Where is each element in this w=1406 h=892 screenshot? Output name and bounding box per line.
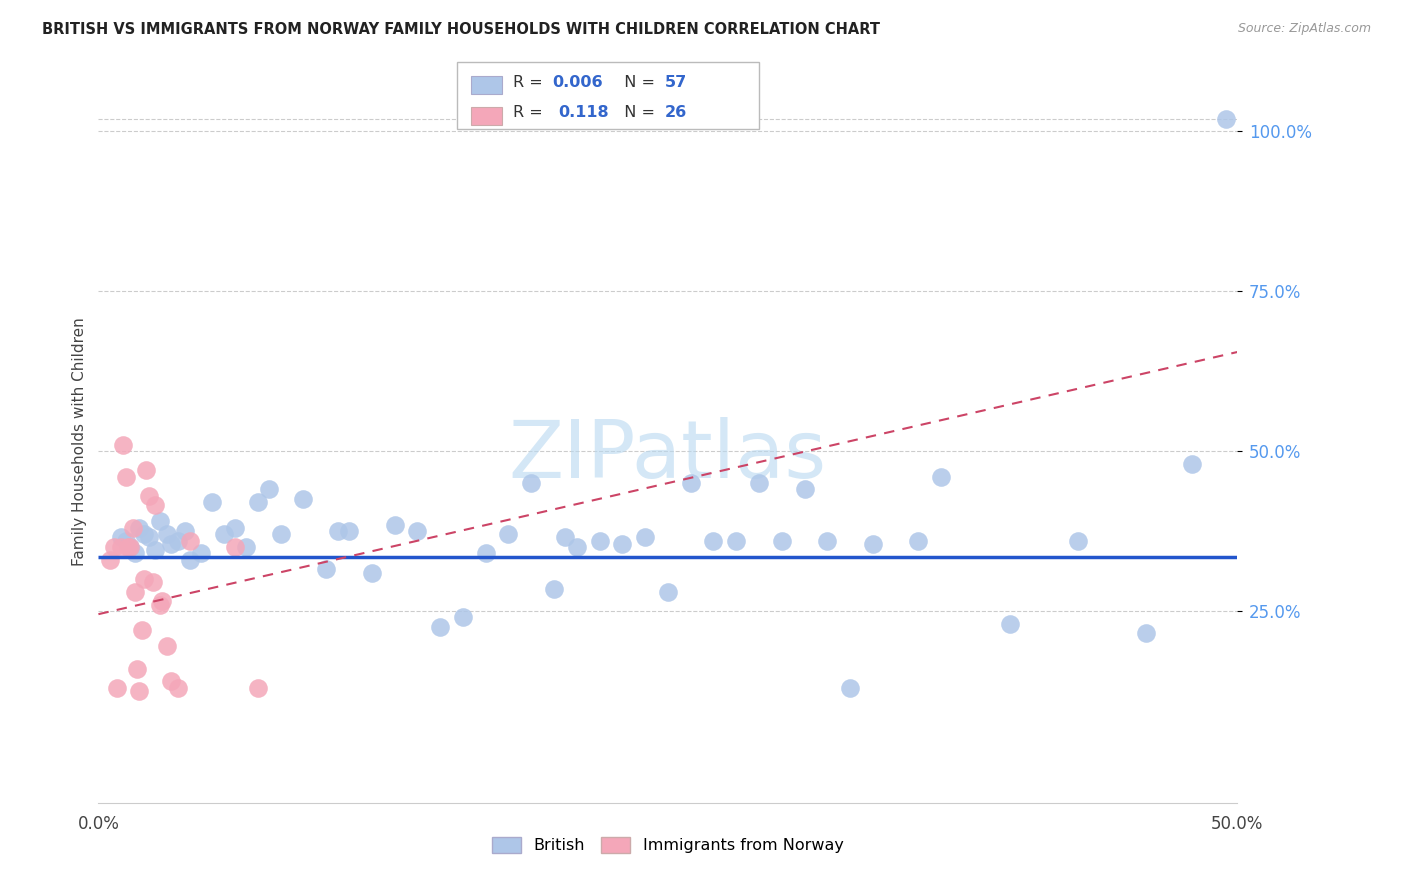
Text: 0.118: 0.118 [558,105,609,120]
Point [815,533,838,548]
Point [98,553,121,567]
Text: N =: N = [614,75,661,89]
Point [634,531,657,545]
Point [138,531,160,545]
Point [1215,112,1237,126]
Point [114,533,136,548]
Point [110,531,132,545]
Text: R =: R = [513,105,553,120]
Point [132,572,155,586]
Point [190,546,212,560]
Point [127,661,149,675]
Point [862,537,884,551]
Point [554,531,576,545]
Y-axis label: Family Households with Children: Family Households with Children [72,318,87,566]
Point [748,476,770,491]
Point [131,623,153,637]
Text: R =: R = [513,75,548,89]
Point [612,537,634,551]
Point [124,584,146,599]
Point [725,533,748,548]
Point [907,533,929,548]
Point [128,684,150,698]
Point [565,540,588,554]
Point [212,527,235,541]
Point [145,499,167,513]
Point [839,681,862,695]
Point [259,483,281,497]
Point [384,517,406,532]
Point [929,469,952,483]
Point [1181,457,1204,471]
Point [174,524,197,538]
Point [110,540,132,554]
Point [117,540,139,554]
Point [120,540,142,554]
Point [246,495,269,509]
Point [246,681,269,695]
Text: 26: 26 [665,105,688,120]
Point [179,553,201,567]
Point [149,598,172,612]
Point [292,492,315,507]
Point [679,476,702,491]
Point [429,620,451,634]
Point [235,540,257,554]
Point [657,584,679,599]
Point [793,483,815,497]
Text: 0.006: 0.006 [553,75,603,89]
Point [998,616,1021,631]
Point [150,594,173,608]
Point [315,562,337,576]
Point [167,681,190,695]
Point [167,533,190,548]
Point [702,533,724,548]
Point [360,566,382,580]
Text: N =: N = [614,105,661,120]
Point [124,546,146,560]
Point [224,540,246,554]
Point [270,527,292,541]
Point [142,575,165,590]
Point [160,674,183,689]
Text: ZIPatlas: ZIPatlas [509,417,827,495]
Point [451,610,474,624]
Point [588,533,610,548]
Point [160,537,183,551]
Point [138,489,160,503]
Point [128,521,150,535]
Text: Source: ZipAtlas.com: Source: ZipAtlas.com [1237,22,1371,36]
Point [149,515,172,529]
Point [103,540,125,554]
Legend: British, Immigrants from Norway: British, Immigrants from Norway [485,831,851,860]
Point [474,546,496,560]
Point [145,543,167,558]
Point [105,681,128,695]
Text: 57: 57 [665,75,688,89]
Point [114,469,136,483]
Text: BRITISH VS IMMIGRANTS FROM NORWAY FAMILY HOUSEHOLDS WITH CHILDREN CORRELATION CH: BRITISH VS IMMIGRANTS FROM NORWAY FAMILY… [42,22,880,37]
Point [112,438,135,452]
Point [156,527,179,541]
Point [179,533,201,548]
Point [326,524,349,538]
Point [543,582,565,596]
Point [201,495,224,509]
Point [120,540,142,554]
Point [520,476,543,491]
Point [156,639,179,653]
Point [770,533,793,548]
Point [406,524,429,538]
Point [224,521,246,535]
Point [1135,626,1157,640]
Point [498,527,520,541]
Point [135,463,157,477]
Point [1067,533,1090,548]
Point [337,524,360,538]
Point [132,527,155,541]
Point [121,521,143,535]
